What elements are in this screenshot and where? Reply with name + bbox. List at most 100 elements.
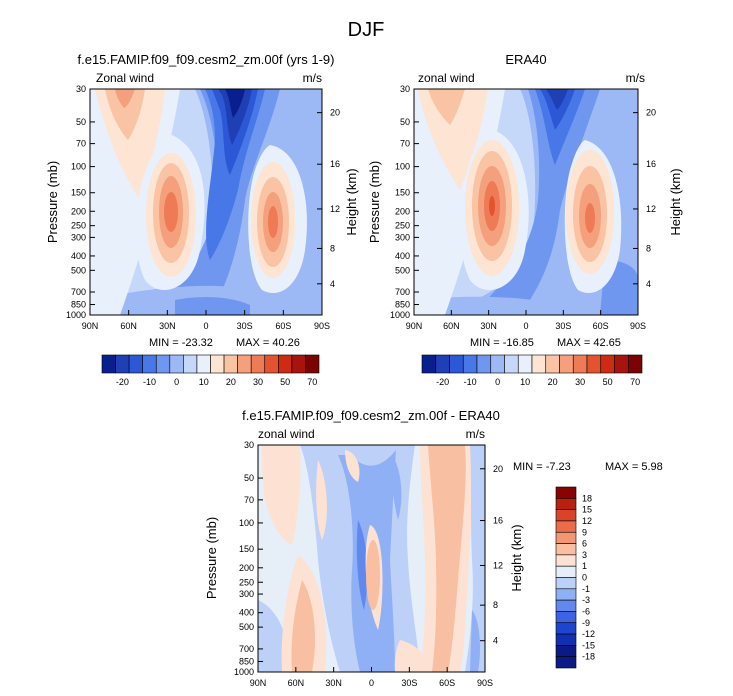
panel-diff-colorbar-swatch: [555, 509, 577, 522]
panel-diff-colorbar-label: -15: [582, 640, 595, 650]
panel-model-y2tick-label: 12: [330, 204, 340, 214]
panel-era40-colorbar-label: 0: [495, 377, 500, 387]
panel-diff-xtick-label: 90S: [477, 678, 493, 688]
panel-diff-ytick-label: 500: [239, 622, 254, 632]
panel-diff-colorbar-swatch: [555, 498, 577, 510]
panel-era40-right-label: m/s: [626, 71, 645, 85]
panel-diff-colorbar-swatch: [555, 554, 577, 567]
panel-model-colorbar-swatch: [183, 354, 198, 374]
panel-era40-colorbar-label: 70: [630, 377, 640, 387]
panel-model-colorbar-swatch: [210, 354, 225, 374]
panel-model-xtick-label: 60N: [120, 321, 137, 331]
panel-diff-ytick-label: 150: [239, 544, 254, 554]
panel-era40-xtick-label: 30N: [480, 321, 497, 331]
panel-era40-colorbar-swatch: [600, 354, 615, 374]
panel-era40-left-label: zonal wind: [418, 71, 475, 85]
panel-diff-colorbar-label: -9: [582, 618, 590, 628]
panel-era40-y2label: Height (km): [668, 168, 683, 235]
panel-model-xtick-label: 90S: [314, 321, 330, 331]
panel-diff-min: MIN = -7.23: [513, 461, 571, 473]
panel-era40-colorbar-swatch: [490, 354, 505, 374]
panel-era40-ytick-label: 300: [395, 232, 410, 242]
panel-era40-ytick-label: 100: [395, 162, 410, 172]
panel-model-left-label: Zonal wind: [96, 71, 154, 85]
panel-diff-max: MAX = 5.98: [605, 461, 663, 473]
panel-era40-xtick-label: 60N: [443, 321, 460, 331]
panel-era40-contours: [414, 89, 638, 315]
panel-model-colorbar-swatch: [115, 354, 130, 374]
panel-era40-ytick-label: 500: [395, 265, 410, 275]
panel-diff-xtick-label: 30N: [325, 678, 342, 688]
panel-model-y2label: Height (km): [344, 168, 359, 235]
panel-era40-colorbar-label: 30: [575, 377, 585, 387]
panel-model-colorbar-swatch: [223, 354, 238, 374]
panel-model-colorbar-label: 70: [307, 377, 317, 387]
panel-diff: f.e15.FAMIP.f09_f09.cesm2_zm.00f - ERA40…: [204, 408, 663, 688]
panel-model-ytick-label: 400: [71, 251, 86, 261]
panel-model-colorbar-label: 0: [174, 377, 179, 387]
panel-era40-y2tick-label: 12: [646, 204, 656, 214]
panel-model-colorbar-label: 30: [253, 377, 263, 387]
panel-diff-colorbar-label: 15: [582, 505, 592, 515]
panel-diff-ytick-label: 400: [239, 608, 254, 618]
panel-era40-colorbar-swatch: [476, 354, 492, 374]
panel-era40-colorbar-label: 50: [603, 377, 613, 387]
panel-model-ytick-label: 200: [71, 206, 86, 216]
panel-era40-colorbar-swatch: [421, 354, 437, 374]
panel-diff-colorbar-label: 0: [582, 573, 587, 583]
panel-model-colorbar-swatch: [169, 354, 184, 374]
panel-era40-ytick-label: 150: [395, 188, 410, 198]
panel-model-ylabel: Pressure (mb): [45, 161, 60, 243]
panel-era40-colorbar-label: 10: [520, 377, 530, 387]
panel-diff-y2tick-label: 8: [493, 600, 498, 610]
panel-diff-colorbar-swatch: [555, 633, 577, 646]
panel-model-xtick-label: 30S: [237, 321, 253, 331]
panel-era40-xtick-label: 90S: [630, 321, 646, 331]
panel-model-colorbar-swatch: [278, 354, 293, 374]
panel-model-ytick-label: 30: [76, 84, 86, 94]
panel-diff-colorbar-swatch: [555, 486, 577, 499]
panel-era40-ytick-label: 400: [395, 251, 410, 261]
panel-diff-colorbar-label: -6: [582, 606, 590, 616]
panel-diff-xtick-label: 90N: [250, 678, 267, 688]
panel-era40-colorbar-swatch: [586, 354, 602, 374]
panel-era40-xtick-label: 0: [523, 321, 528, 331]
panel-model-xtick-label: 30N: [159, 321, 176, 331]
panel-model-colorbar-label: 20: [226, 377, 236, 387]
panel-era40-y2tick-label: 8: [646, 243, 651, 253]
panel-diff-y2tick-label: 12: [493, 560, 503, 570]
panel-diff-colorbar-swatch: [555, 543, 577, 556]
panel-model-colorbar-swatch: [250, 354, 266, 374]
panel-model-ytick-label: 1000: [66, 310, 86, 320]
panel-diff-y2tick-label: 4: [493, 636, 498, 646]
panel-model-colorbar-label: -10: [143, 377, 156, 387]
panel-diff-left-label: zonal wind: [258, 427, 315, 441]
panel-era40-colorbar-label: 20: [548, 377, 558, 387]
panel-model-ytick-label: 100: [71, 162, 86, 172]
panel-era40-colorbar-swatch: [435, 354, 450, 374]
panel-model-xtick-label: 0: [203, 321, 208, 331]
panel-era40-colorbar-swatch: [572, 354, 588, 374]
panel-diff-right-label: m/s: [466, 427, 485, 441]
figure-title: DJF: [348, 19, 385, 41]
panel-model-colorbar-label: 50: [280, 377, 290, 387]
panel-model-colorbar-swatch: [291, 354, 306, 374]
panel-diff-colorbar-label: 18: [582, 493, 592, 503]
panel-era40-colorbar-label: -20: [436, 377, 449, 387]
panel-model-colorbar-swatch: [155, 354, 171, 374]
panel-diff-ytick-label: 250: [239, 577, 254, 587]
panel-era40-colorbar-swatch: [545, 354, 560, 374]
panel-diff-ytick-label: 30: [244, 440, 254, 450]
panel-model-colorbar-swatch: [237, 354, 252, 374]
panel-model-y2tick-label: 20: [330, 108, 340, 118]
panel-model-ytick-label: 250: [71, 221, 86, 231]
panel-era40-colorbar-swatch: [614, 354, 629, 374]
panel-diff-xtick-label: 30S: [401, 678, 417, 688]
panel-model-ytick-label: 500: [71, 265, 86, 275]
panel-era40-y2tick-label: 4: [646, 279, 651, 289]
panel-diff-ytick-label: 70: [244, 495, 254, 505]
panel-diff-colorbar-label: -1: [582, 584, 590, 594]
panel-diff-colorbar-swatch: [555, 577, 577, 590]
panel-model-ytick-label: 150: [71, 188, 86, 198]
